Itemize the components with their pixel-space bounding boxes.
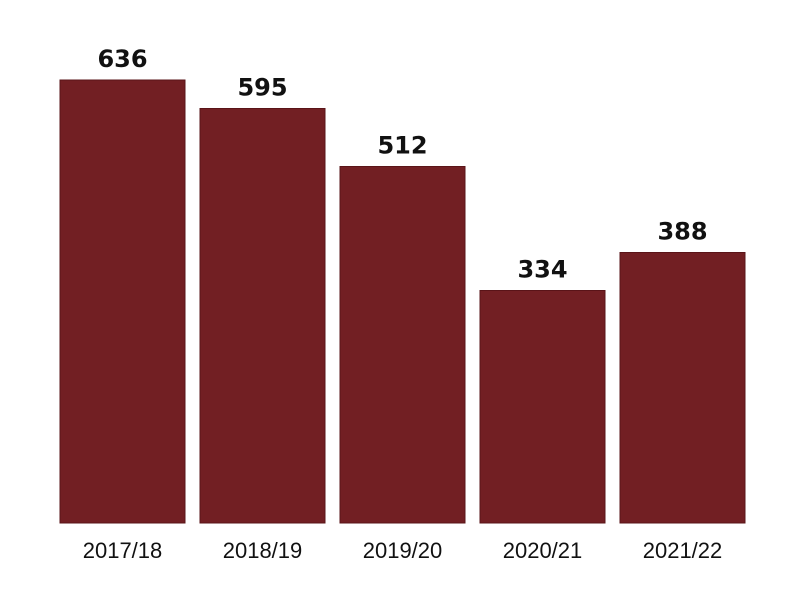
value-label: 636 — [97, 45, 147, 73]
bar-2017-18 — [59, 79, 186, 524]
value-labels-group: 636 595 512 334 388 — [97, 45, 707, 283]
x-tick-label: 2017/18 — [83, 538, 163, 563]
value-label: 334 — [517, 255, 567, 283]
bar-2020-21 — [479, 289, 606, 524]
x-axis-tick-labels: 2017/18 2018/19 2019/20 2020/21 2021/22 — [83, 538, 723, 563]
x-tick-label: 2019/20 — [363, 538, 443, 563]
bar-2021-22 — [619, 252, 746, 524]
value-label: 595 — [237, 74, 287, 102]
x-tick-label: 2018/19 — [223, 538, 303, 563]
bars-group — [59, 79, 746, 524]
bar-2018-19 — [199, 108, 326, 524]
value-label: 512 — [377, 131, 427, 159]
x-tick-label: 2021/22 — [643, 538, 723, 563]
value-label: 388 — [657, 218, 707, 246]
x-tick-label: 2020/21 — [503, 538, 583, 563]
bar-2019-20 — [339, 165, 466, 524]
